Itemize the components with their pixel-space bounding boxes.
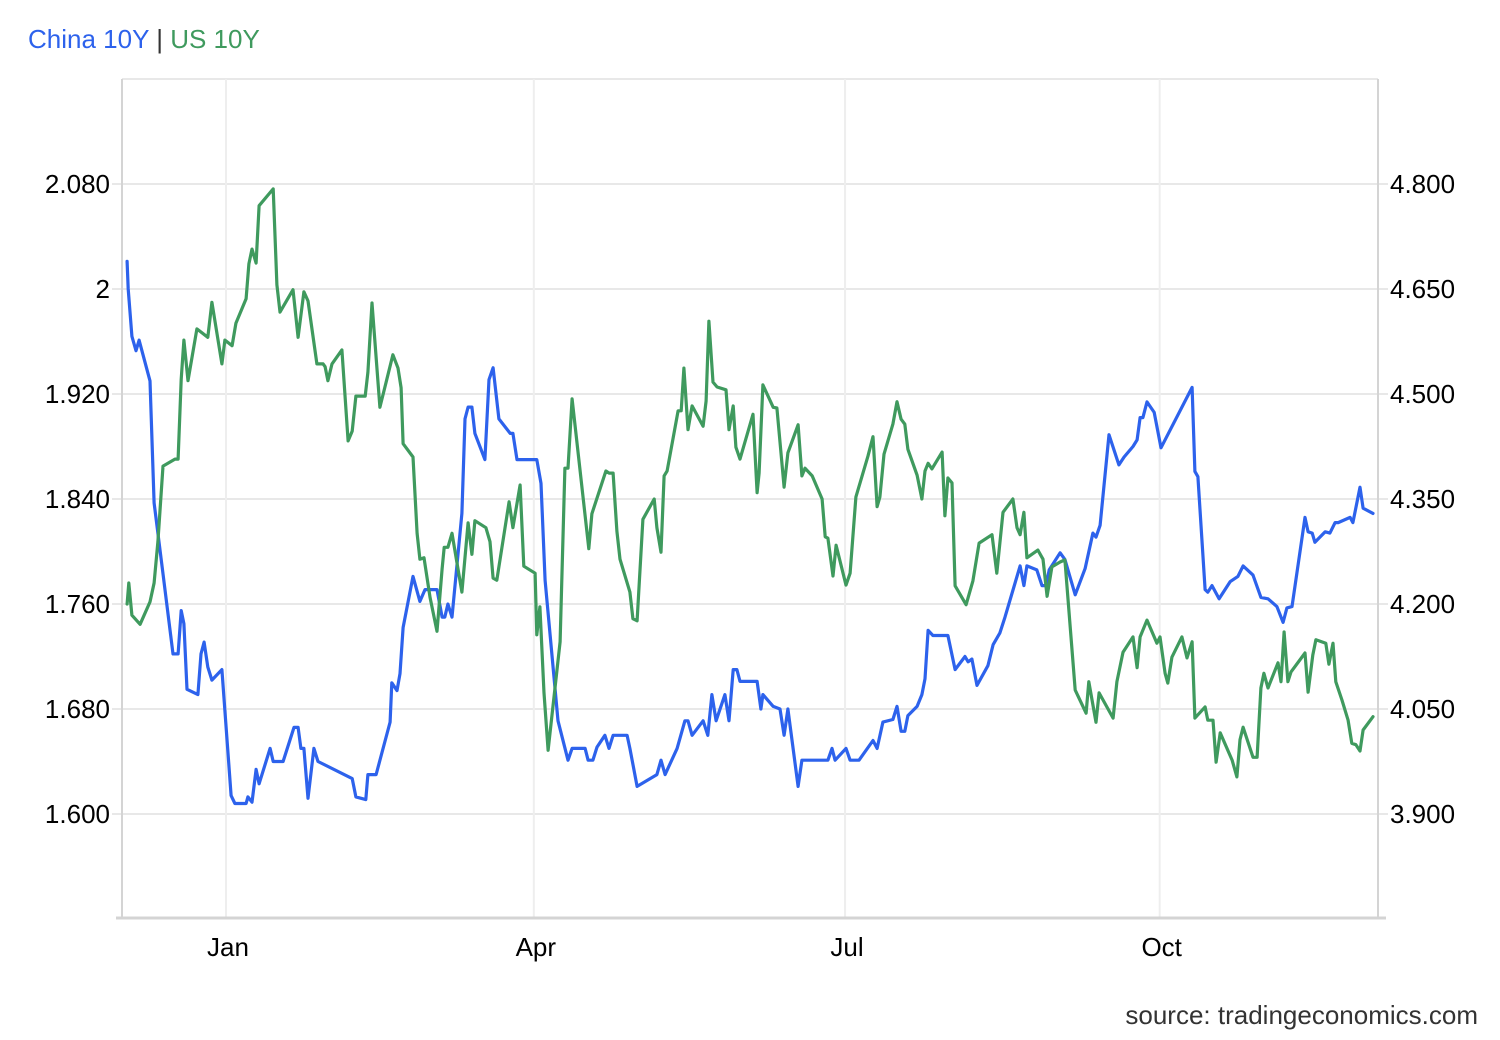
chart-legend: China 10Y | US 10Y: [28, 22, 260, 56]
chart-axes: [116, 79, 1386, 920]
y-left-tick-label: 1.600: [45, 799, 110, 829]
x-tick-label-oct: Oct: [1141, 932, 1182, 962]
y-left-tick-label: 2: [96, 274, 110, 304]
x-tick-label-jan: Jan: [207, 932, 249, 962]
source-attribution: source: tradingeconomics.com: [1125, 1000, 1478, 1030]
y-right-tick-label: 4.650: [1390, 274, 1455, 304]
legend-us-10y[interactable]: US 10Y: [170, 24, 260, 54]
chart-series: [125, 187, 1375, 806]
y-right-tick-label: 4.350: [1390, 484, 1455, 514]
y-left-tick-label: 1.680: [45, 694, 110, 724]
x-axis-labels: Jan Apr Jul Oct: [207, 932, 1183, 962]
legend-china-10y[interactable]: China 10Y: [28, 24, 149, 54]
y-left-tick-label: 1.760: [45, 589, 110, 619]
chart-grid: [112, 78, 1388, 918]
y-right-tick-label: 4.800: [1390, 169, 1455, 199]
y-right-tick-label: 4.200: [1390, 589, 1455, 619]
y-left-tick-label: 1.920: [45, 379, 110, 409]
series-china-10y-line[interactable]: [125, 259, 1375, 806]
y-right-tick-label: 3.900: [1390, 799, 1455, 829]
y-axis-right-labels: 4.800 4.650 4.500 4.350 4.200 4.050 3.900: [1390, 169, 1455, 829]
x-tick-label-jul: Jul: [830, 932, 863, 962]
y-axis-left-labels: 2.080 2 1.920 1.840 1.760 1.680 1.600: [45, 169, 110, 829]
y-right-tick-label: 4.500: [1390, 379, 1455, 409]
y-left-tick-label: 2.080: [45, 169, 110, 199]
y-right-tick-label: 4.050: [1390, 694, 1455, 724]
series-us-10y-line[interactable]: [125, 187, 1375, 779]
y-left-tick-label: 1.840: [45, 484, 110, 514]
x-tick-label-apr: Apr: [516, 932, 557, 962]
legend-separator: |: [156, 24, 163, 54]
